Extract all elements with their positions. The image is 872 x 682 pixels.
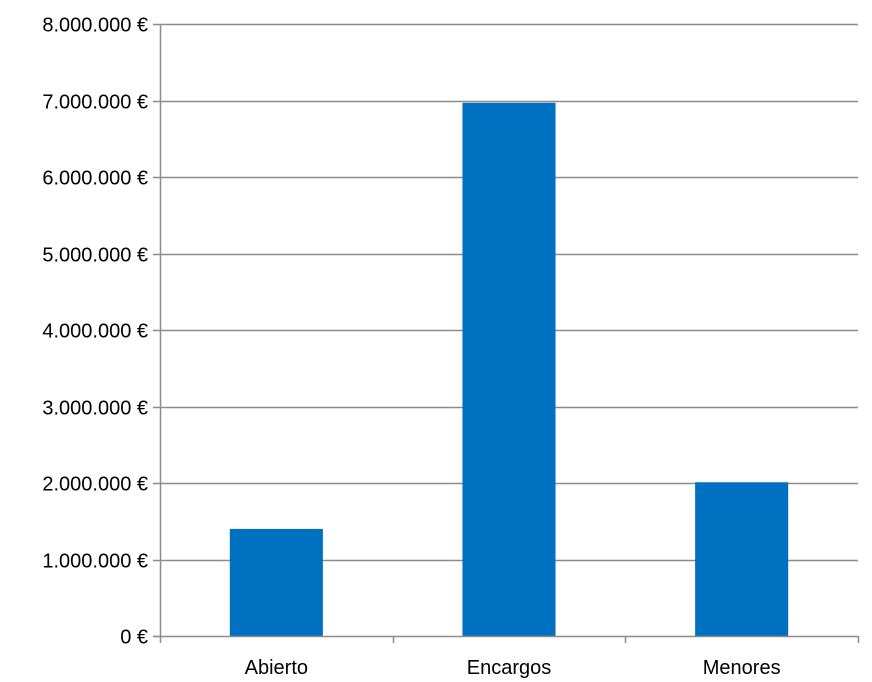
y-tick-label: 3.000.000 € bbox=[42, 398, 148, 420]
y-tick-label: 7.000.000 € bbox=[42, 92, 148, 114]
y-tick-label: 2.000.000 € bbox=[42, 474, 148, 496]
y-tick-label: 8.000.000 € bbox=[42, 15, 148, 37]
x-tick-label: Abierto bbox=[245, 657, 308, 679]
bars bbox=[229, 102, 789, 637]
y-tick-label: 1.000.000 € bbox=[42, 551, 148, 573]
axes bbox=[153, 23, 860, 643]
y-tick-label: 5.000.000 € bbox=[42, 245, 148, 267]
x-tick-label: Encargos bbox=[467, 657, 552, 679]
x-tick-label: Menores bbox=[703, 657, 781, 679]
bar-abierto bbox=[229, 528, 323, 636]
bar-encargos bbox=[462, 102, 556, 637]
y-tick-label: 6.000.000 € bbox=[42, 168, 148, 190]
tick-labels: 0 € 1.000.000 € 2.000.000 € 3.000.000 € 4.00… bbox=[42, 15, 780, 680]
y-tick-label: 0 € bbox=[120, 627, 148, 649]
y-tick-label: 4.000.000 € bbox=[42, 321, 148, 343]
bar-menores bbox=[695, 482, 789, 636]
